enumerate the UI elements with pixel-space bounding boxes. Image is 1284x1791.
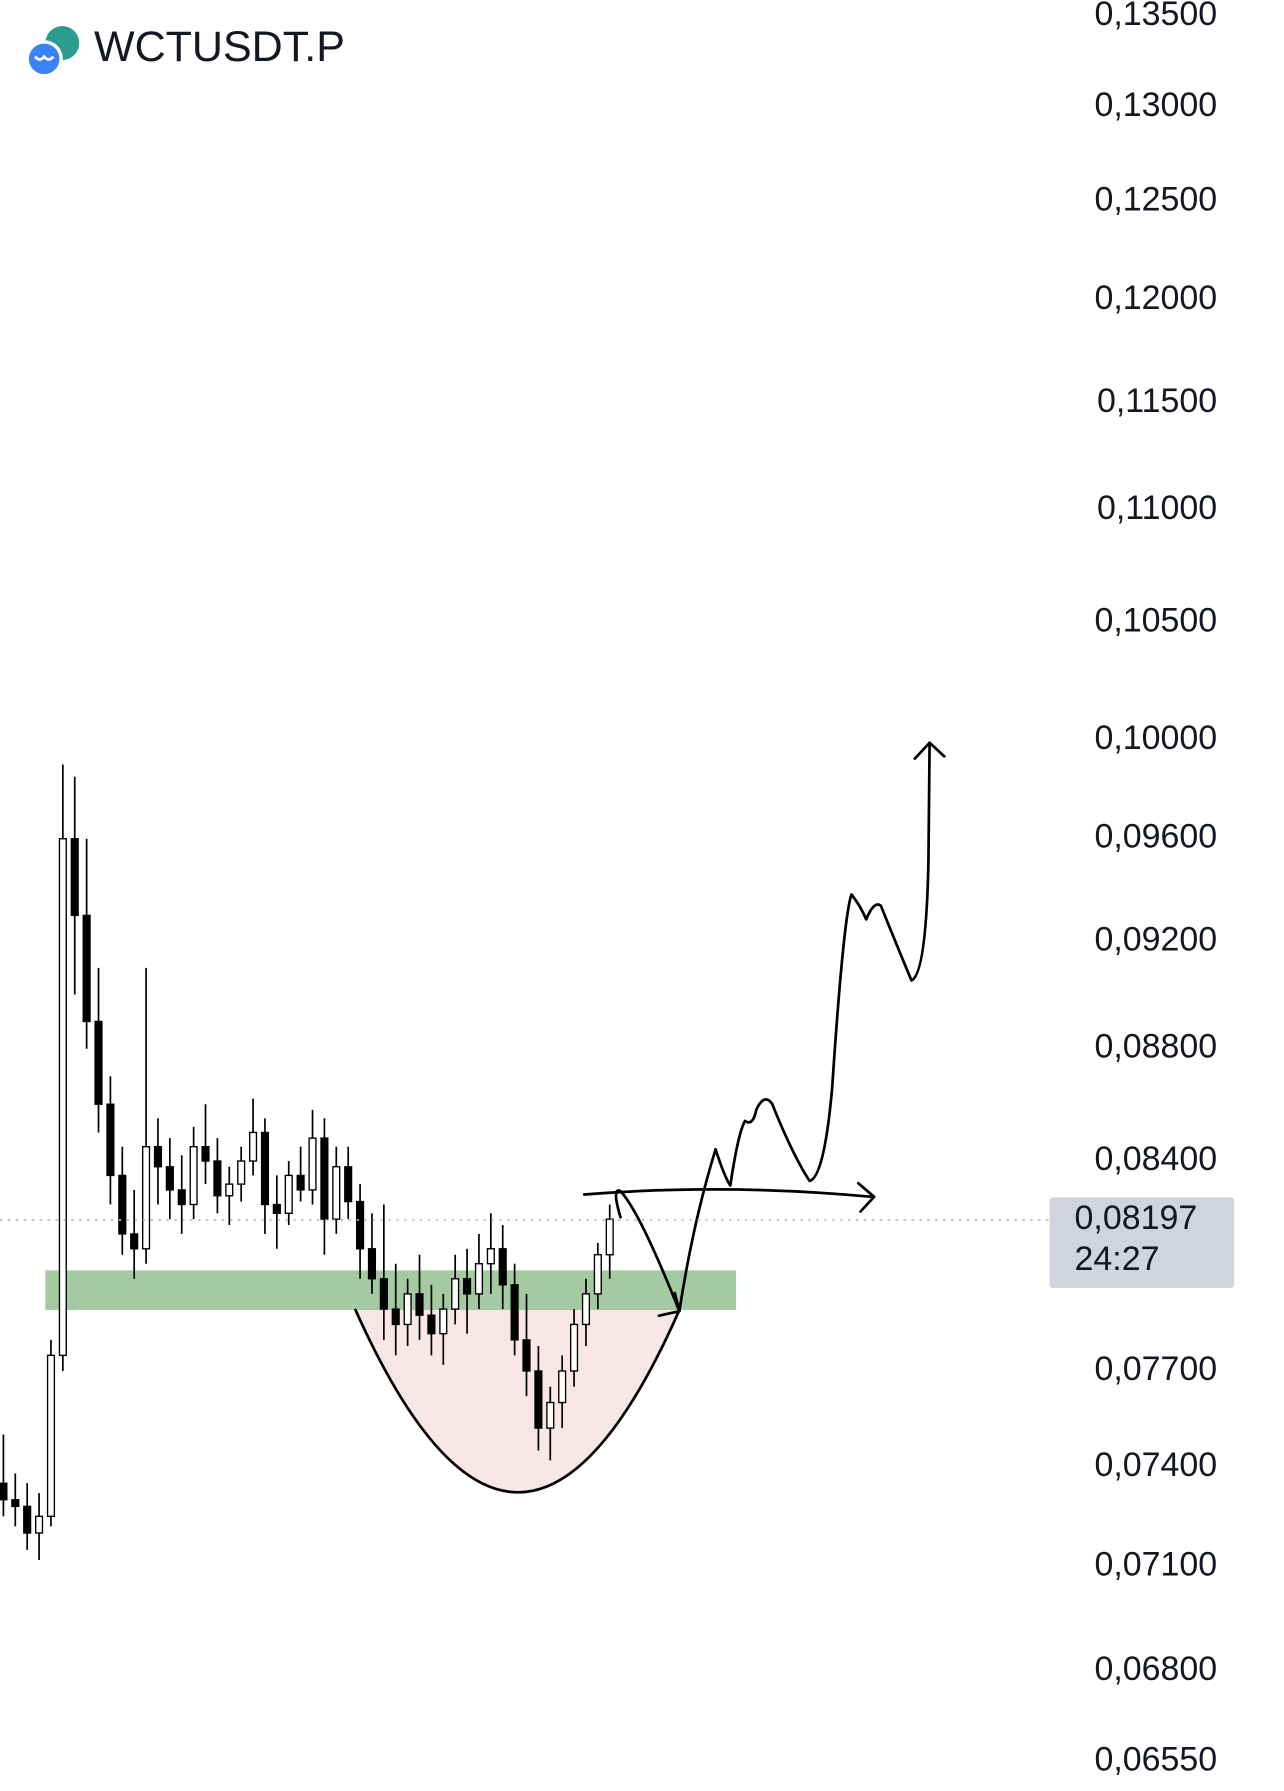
- candle-body: [189, 1146, 198, 1206]
- y-tick-label: 0,13000: [1094, 86, 1217, 124]
- y-tick-label: 0,11000: [1097, 489, 1217, 527]
- candle-body: [70, 838, 79, 917]
- y-tick-label: 0,06800: [1094, 1650, 1217, 1688]
- symbol-icon: [25, 26, 80, 78]
- candle-body: [225, 1183, 234, 1197]
- candle-body: [23, 1505, 32, 1534]
- y-tick-label: 0,07400: [1094, 1446, 1217, 1484]
- candle-body: [522, 1339, 531, 1372]
- candle-body: [272, 1203, 281, 1214]
- candle-body: [141, 1146, 151, 1250]
- last-price-box: [1049, 1197, 1235, 1288]
- candle-body: [534, 1370, 543, 1429]
- candle-body: [260, 1131, 270, 1206]
- candle-body: [415, 1293, 424, 1316]
- candle-body: [569, 1323, 579, 1372]
- y-tick-label: 0,10500: [1094, 601, 1217, 639]
- y-tick-label: 0,08800: [1094, 1028, 1217, 1066]
- candle-body: [498, 1248, 507, 1286]
- y-tick-label: 0,07700: [1094, 1350, 1217, 1388]
- last-price-label: 0,08197: [1075, 1199, 1198, 1237]
- candle-body: [355, 1200, 365, 1250]
- candle-body: [296, 1174, 305, 1191]
- candle-body: [58, 838, 67, 1357]
- candle-body: [439, 1308, 448, 1335]
- candle-body: [451, 1278, 460, 1310]
- candle-body: [462, 1278, 472, 1295]
- candle-body: [581, 1293, 591, 1326]
- candle-body: [82, 914, 91, 1023]
- candle-body: [165, 1166, 174, 1191]
- drawings-top: [354, 741, 946, 1494]
- candle-body: [593, 1254, 602, 1295]
- y-tick-label: 0,09200: [1094, 920, 1217, 958]
- y-tick-label: 0,07100: [1094, 1546, 1217, 1584]
- candle-body: [427, 1314, 436, 1335]
- candle-body: [106, 1103, 115, 1177]
- candle-body: [118, 1174, 127, 1235]
- y-tick-label: 0,10000: [1094, 719, 1217, 757]
- candle-body: [320, 1137, 329, 1220]
- candle-body: [0, 1482, 8, 1501]
- y-tick-label: 0,06550: [1094, 1740, 1217, 1778]
- y-tick-label: 0,11500: [1097, 382, 1217, 420]
- candle-body: [344, 1166, 353, 1203]
- y-tick-label: 0,13500: [1094, 0, 1217, 33]
- candle-body: [558, 1370, 567, 1404]
- candle-body: [308, 1137, 317, 1191]
- candle-body: [474, 1263, 484, 1295]
- candle-body: [367, 1248, 377, 1280]
- y-tick-label: 0,12000: [1094, 279, 1217, 317]
- drawings: [45, 1270, 736, 1493]
- candle-body: [201, 1146, 210, 1162]
- candle-body: [332, 1166, 341, 1220]
- candle-body: [34, 1515, 44, 1534]
- candle-body: [403, 1293, 412, 1326]
- candle-body: [510, 1284, 519, 1341]
- countdown: 24:27: [1075, 1240, 1160, 1278]
- candle-body: [213, 1160, 222, 1197]
- candle-body: [11, 1499, 20, 1508]
- symbol-title: WCTUSDT.P: [94, 23, 345, 71]
- candle-body: [486, 1248, 495, 1265]
- candle-body: [130, 1233, 139, 1250]
- candle-body: [546, 1401, 555, 1429]
- y-tick-label: 0,12500: [1094, 181, 1217, 219]
- candle-body: [153, 1146, 163, 1168]
- candle-body: [391, 1308, 400, 1326]
- candle-body: [605, 1218, 614, 1256]
- candle-body: [177, 1189, 186, 1206]
- candle-body: [94, 1020, 103, 1105]
- candle-body: [46, 1354, 56, 1517]
- candle-body: [379, 1278, 388, 1310]
- candle-body: [248, 1131, 258, 1162]
- candle-body: [284, 1174, 293, 1214]
- candle-body: [237, 1160, 246, 1185]
- y-tick-label: 0,09600: [1094, 818, 1217, 856]
- y-tick-label: 0,08400: [1094, 1140, 1217, 1178]
